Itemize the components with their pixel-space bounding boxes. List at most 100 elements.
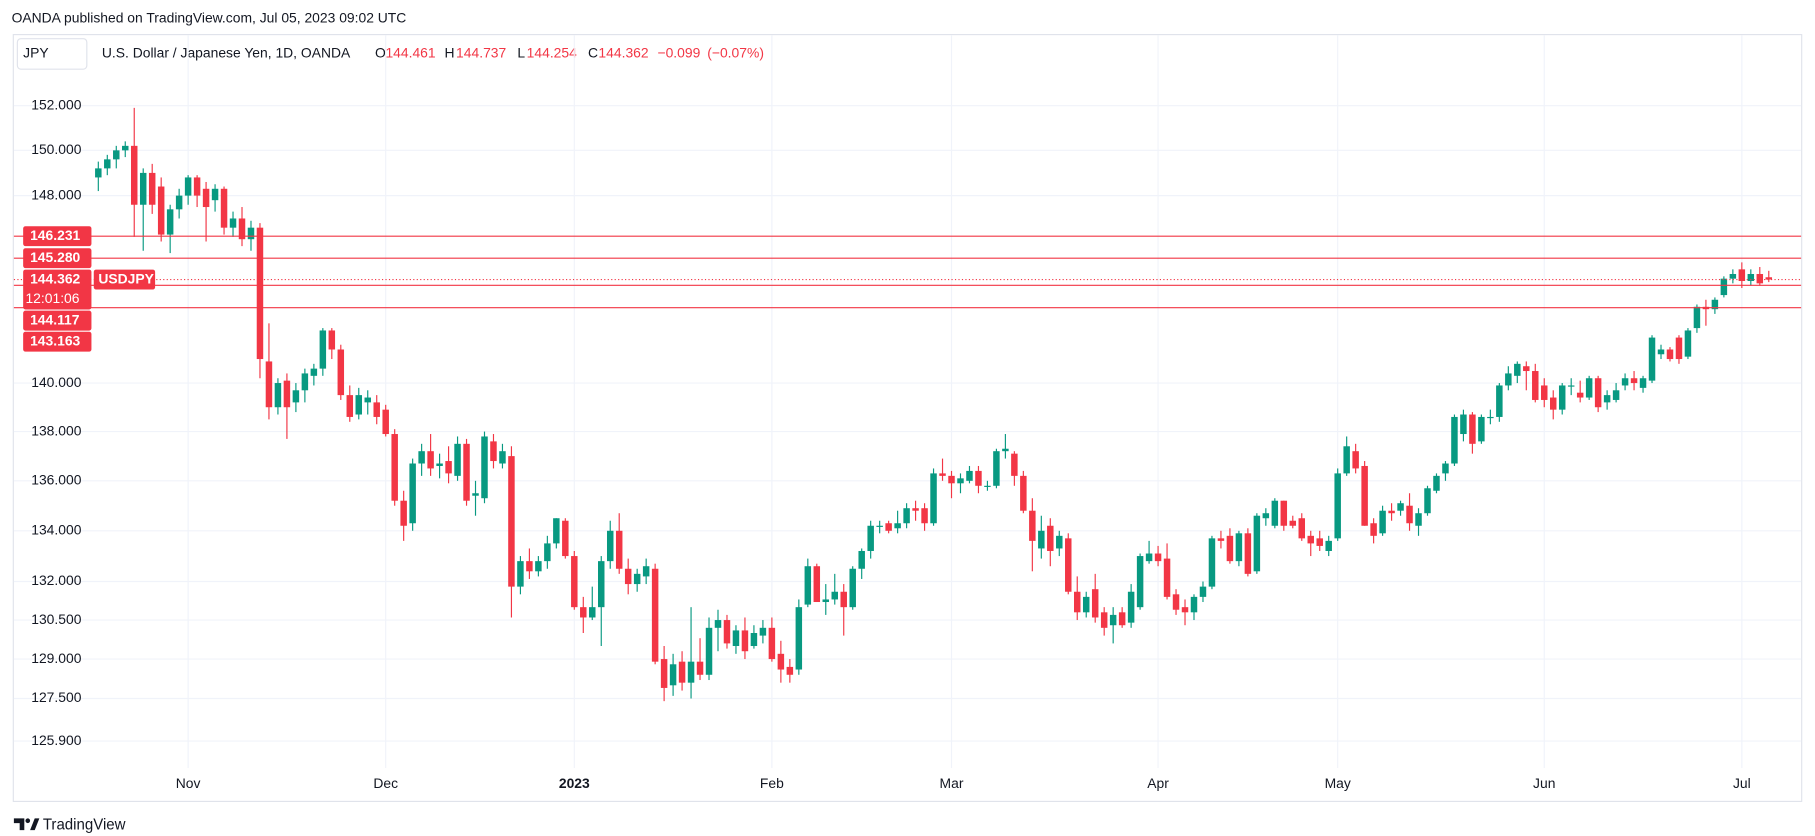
candle-body [1145,553,1153,562]
x-tick-label: 2023 [559,775,590,791]
candle-body [669,664,677,686]
ohlc-key: H [444,45,454,61]
y-tick-label: 138.000 [31,422,81,438]
candle-body [157,186,165,235]
candle-body [1639,378,1647,388]
candle-body [148,172,156,205]
candle-body [113,150,120,160]
candle-body [1091,589,1099,618]
candle-body [355,395,363,415]
x-tick-label: Feb [760,775,784,791]
candle-body [1020,475,1027,511]
candle-body [759,627,767,636]
candle-body [1433,475,1440,491]
candle-body [490,441,497,462]
y-tick-label: 129.000 [31,650,81,666]
symbol-text: JPY [23,45,49,61]
candle-body [193,177,201,196]
candle-body [1244,533,1252,574]
x-tick-label: Jun [1533,775,1555,791]
candle-body [1594,378,1602,408]
candle-body [220,188,228,228]
candle-body [1460,414,1467,435]
candle-body [1729,274,1737,279]
y-tick-label: 140.000 [31,374,81,390]
candle-body [939,473,946,476]
candle-body [1711,299,1719,310]
candle-body [463,443,470,501]
candle-body [1298,518,1306,539]
candle-body [238,218,246,240]
candle-body [777,653,785,670]
candle-body [1397,503,1404,511]
candle-body [373,402,380,417]
ohlc-value: 144.254 [527,45,577,61]
candle-body [1567,385,1575,387]
candle-body [714,620,722,628]
y-tick-label: 130.500 [31,611,81,627]
price-label-box [23,248,92,269]
candle-body [1612,390,1620,400]
candle-body [1154,553,1162,562]
candle-body [732,630,740,647]
candle-body [508,456,515,587]
candle-body [1514,363,1521,376]
candle-body [1505,373,1512,386]
candle-body [526,561,533,572]
candle-body [822,599,830,603]
candle-body [1478,416,1485,442]
candle-body [1163,558,1171,597]
price-label-box [23,331,92,352]
candle-body [1289,520,1297,526]
candle-body [274,383,282,408]
x-tick-label: Jul [1733,775,1751,791]
candle-body [1181,607,1189,613]
candle-body [606,530,614,562]
candle-body [1756,274,1764,284]
candle-body [1271,500,1279,526]
candle-body [705,627,713,675]
candle-body [1343,446,1350,474]
candle-body [454,443,461,476]
candle-body [499,451,506,464]
y-tick-label: 150.000 [31,141,81,157]
candle-body [660,659,668,688]
y-tick-label: 152.000 [31,96,81,112]
candle-body [1648,337,1656,381]
candle-body [283,380,291,408]
candle-body [1325,540,1332,551]
change-percent: (−0.07%) [707,45,764,61]
candle-body [1011,453,1018,476]
level-label: 146.231 [30,227,80,243]
brand: TradingView [43,816,126,833]
candle-body [1361,465,1368,526]
candle-body [445,461,452,474]
candle-body [975,470,982,486]
candle-body [1352,451,1359,469]
candle-body [768,627,776,660]
candle-body [1558,385,1566,410]
candle-body [723,620,731,644]
candle-body [1549,397,1557,410]
symbol-box[interactable] [16,38,88,70]
candle-body [418,451,425,464]
ohlc-value: 144.362 [598,45,648,61]
candle-body [391,434,398,501]
candle-body [1307,535,1314,544]
candle-body [894,523,901,529]
instrument-name: U.S. Dollar / Japanese Yen, 1D, OANDA [102,45,351,61]
candle-body [122,145,129,151]
candle-body [1100,612,1108,628]
candle-body [1056,535,1063,549]
y-tick-label: 132.000 [31,572,81,588]
candle-body [1684,330,1692,357]
candle-body [642,566,650,577]
ohlc-value: 144.737 [456,45,506,61]
candle-body [1720,278,1728,296]
candle-body [1127,591,1135,623]
candle-body [921,508,928,524]
candle-body [741,630,749,652]
candle-body [472,493,479,496]
x-tick-label: Apr [1147,775,1169,791]
candle-body [1136,556,1144,608]
